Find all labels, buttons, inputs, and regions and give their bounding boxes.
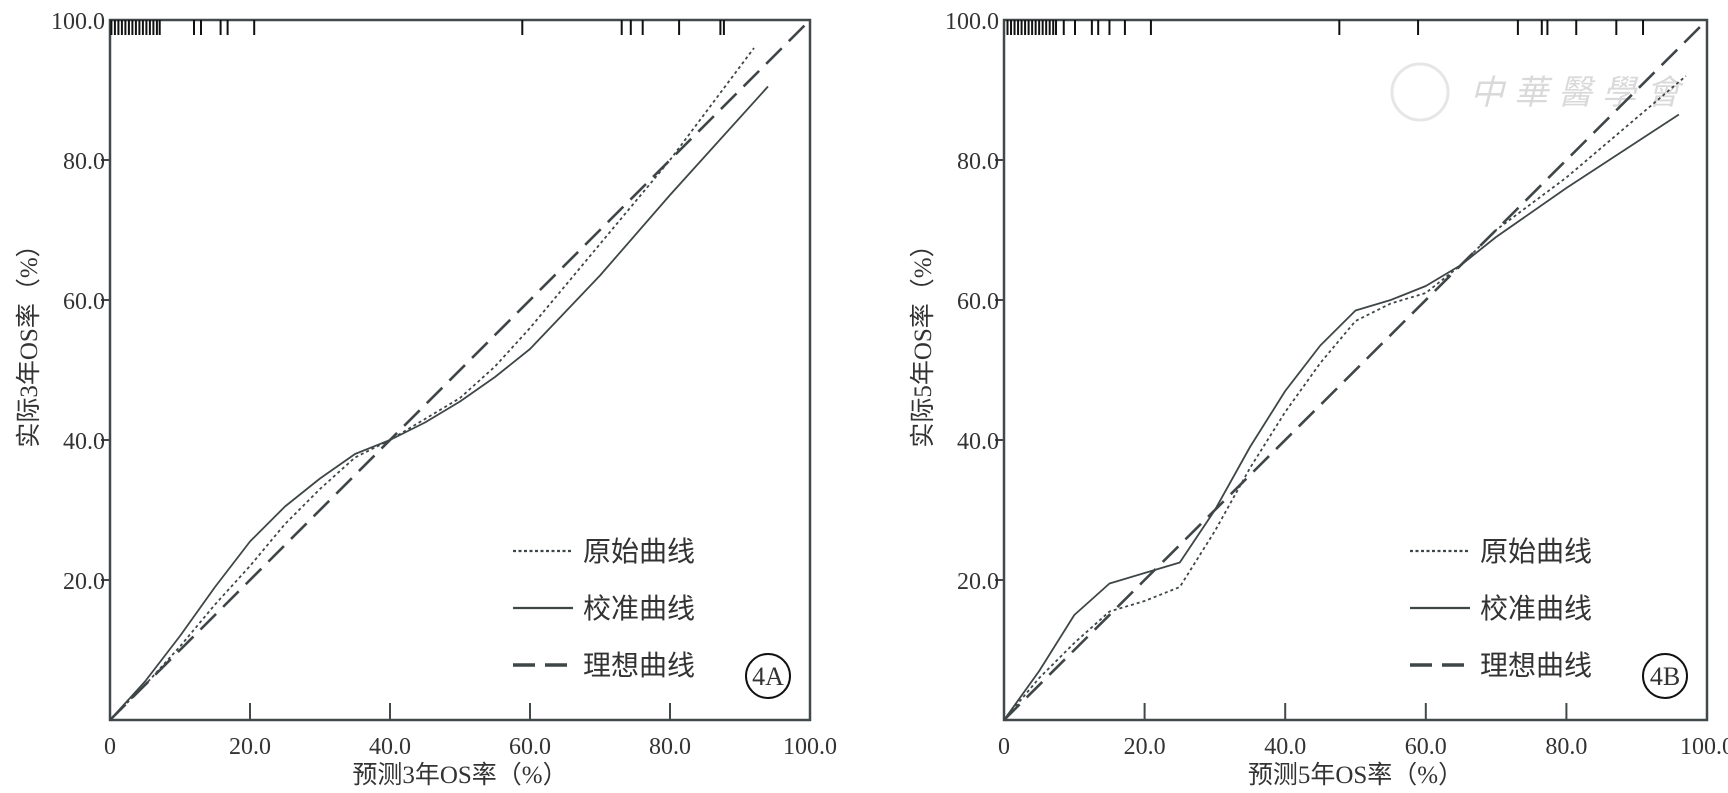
legend-label: 校准曲线	[583, 593, 695, 625]
y-axis-title: 实际3年OS率（%）	[15, 232, 43, 447]
y-tick-label: 100.0	[945, 9, 999, 35]
legend-label: 理想曲线	[1480, 650, 1592, 682]
y-tick-label: 20.0	[63, 569, 105, 595]
panel-label: 4B	[1650, 662, 1680, 691]
x-tick-label: 60.0	[1405, 734, 1447, 760]
y-axis-title: 实际5年OS率（%）	[909, 232, 937, 447]
panel-label-circle	[745, 653, 791, 699]
legend-label: 校准曲线	[1480, 593, 1592, 625]
watermark-text: 中華醫學會	[1470, 75, 1690, 112]
x-tick-label: 40.0	[369, 734, 411, 760]
y-tick-label: 60.0	[957, 289, 999, 315]
series-line-dotted	[109, 47, 755, 721]
legend-label: 理想曲线	[583, 650, 695, 682]
x-tick-label: 0	[104, 734, 116, 760]
panel-4A: 0 20.0 40.0 60.0 80.0 100.0 20.0 40.0 60.0 80.0 10…	[15, 9, 837, 789]
panel-label: 4A	[752, 662, 784, 691]
y-tick-label: 60.0	[63, 289, 105, 315]
x-tick-label: 60.0	[509, 734, 551, 760]
y-tick-label: 40.0	[957, 429, 999, 455]
x-tick-label: 0	[998, 734, 1010, 760]
panel-4B: 中華醫學會 0 20.0 40.0 60.0 80.0 100.0 20.0 40.0 60.0 8…	[909, 9, 1728, 789]
x-tick-label: 20.0	[1124, 734, 1166, 760]
series-line-dashed	[109, 19, 811, 721]
x-tick-label: 80.0	[1545, 734, 1587, 760]
y-tick-label: 80.0	[957, 149, 999, 175]
x-tick-label: 100.0	[1680, 734, 1728, 760]
x-tick-label: 100.0	[783, 734, 837, 760]
series-line-solid	[109, 85, 769, 721]
x-tick-label: 40.0	[1264, 734, 1306, 760]
y-tick-label: 40.0	[63, 429, 105, 455]
panel-label-circle	[1642, 653, 1688, 699]
watermark-seal-icon	[1390, 62, 1450, 122]
plot-frame	[1002, 18, 1709, 722]
series-line-dashed	[1003, 19, 1708, 721]
x-axis-title: 预测5年OS率（%）	[1248, 761, 1463, 789]
x-tick-label: 80.0	[649, 734, 691, 760]
x-tick-label: 20.0	[229, 734, 271, 760]
x-axis-title: 预测3年OS率（%）	[352, 761, 567, 789]
legend-label: 原始曲线	[1480, 536, 1592, 568]
y-tick-label: 100.0	[51, 9, 105, 35]
y-tick-label: 80.0	[63, 149, 105, 175]
series-line-solid	[1003, 113, 1680, 721]
y-tick-label: 20.0	[957, 569, 999, 595]
plot-frame	[108, 18, 812, 722]
legend-label: 原始曲线	[583, 536, 695, 568]
